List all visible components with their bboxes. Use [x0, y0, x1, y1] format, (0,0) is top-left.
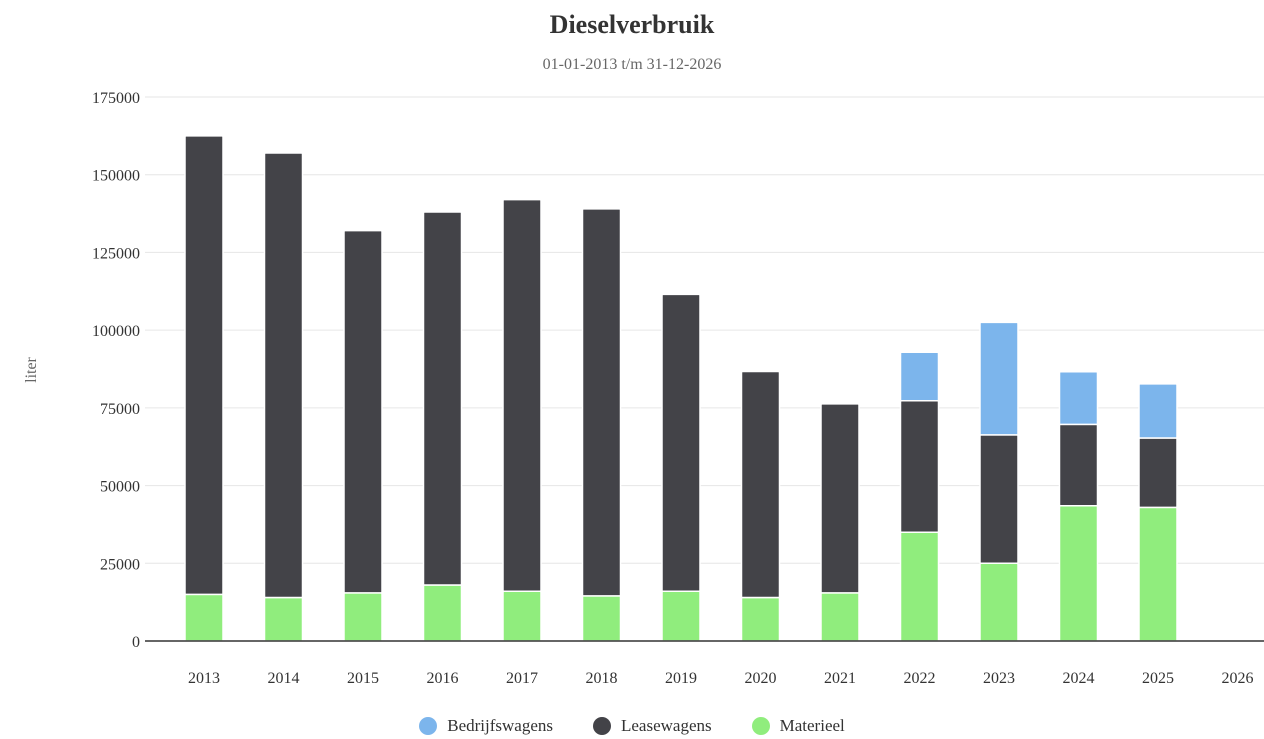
bar-leasewagens-2014[interactable] [263, 152, 304, 599]
x-tick-label: 2024 [1063, 670, 1095, 687]
x-tick-label: 2026 [1222, 670, 1254, 687]
chart-subtitle: 01-01-2013 t/m 31-12-2026 [542, 56, 722, 73]
chart-title: Dieselverbruik [549, 10, 715, 39]
x-axis-ticks: 2013 2014 2015 2016 2017 2018 2019 2020 2021 2022… [188, 670, 1254, 687]
y-axis-ticks: 0 25000 50000 75000 100000 125000 150000 175000 [92, 90, 140, 651]
legend-item-bedrijfswagens[interactable]: Bedrijfswagens [419, 716, 553, 736]
bar-bedrijfswagens-2025[interactable] [1138, 383, 1178, 439]
y-axis-label: liter [23, 356, 40, 382]
bar-materieel-2014[interactable] [263, 596, 304, 642]
legend-label: Materieel [779, 716, 845, 735]
bar-materieel-2018[interactable] [581, 595, 622, 642]
x-tick-label: 2014 [268, 670, 300, 687]
bar-leasewagens-2013[interactable] [184, 135, 224, 596]
x-tick-label: 2025 [1142, 670, 1174, 687]
bar-materieel-2022[interactable] [899, 531, 940, 642]
bar-bedrijfswagens-2024[interactable] [1058, 371, 1099, 426]
y-tick-label: 0 [132, 634, 140, 651]
legend-label: Bedrijfswagens [447, 716, 553, 735]
legend-label: Leasewagens [621, 716, 712, 735]
bar-leasewagens-2022[interactable] [899, 399, 940, 533]
bar-materieel-2016[interactable] [422, 584, 463, 642]
x-tick-label: 2021 [824, 670, 856, 687]
y-tick-label: 175000 [92, 90, 140, 107]
bar-materieel-2015[interactable] [343, 592, 383, 642]
bar-leasewagens-2017[interactable] [502, 198, 542, 593]
bar-leasewagens-2018[interactable] [581, 208, 622, 597]
bar-materieel-2021[interactable] [820, 592, 860, 642]
bar-materieel-2024[interactable] [1058, 505, 1099, 642]
bar-leasewagens-2025[interactable] [1138, 437, 1178, 509]
x-tick-label: 2018 [586, 670, 618, 687]
legend-marker-icon [419, 717, 438, 735]
bar-leasewagens-2021[interactable] [820, 403, 860, 594]
x-tick-label: 2015 [347, 670, 379, 687]
x-tick-label: 2020 [745, 670, 777, 687]
bar-materieel-2017[interactable] [502, 590, 542, 642]
x-tick-label: 2023 [983, 670, 1015, 687]
legend-marker-icon [593, 717, 611, 735]
bar-materieel-2025[interactable] [1138, 506, 1178, 642]
bar-bedrijfswagens-2022[interactable] [899, 351, 940, 402]
y-tick-label: 25000 [100, 556, 140, 573]
bar-leasewagens-2016[interactable] [422, 211, 463, 586]
y-tick-label: 125000 [92, 245, 140, 262]
legend-marker-icon [751, 717, 770, 735]
legend-item-leasewagens[interactable]: Leasewagens [593, 716, 712, 736]
x-tick-label: 2019 [665, 670, 697, 687]
bar-leasewagens-2019[interactable] [661, 293, 701, 593]
y-tick-label: 100000 [92, 323, 140, 340]
x-tick-label: 2017 [506, 670, 538, 687]
bar-series [184, 135, 1178, 642]
y-tick-label: 75000 [100, 401, 140, 418]
x-tick-label: 2022 [904, 670, 936, 687]
bar-materieel-2019[interactable] [661, 590, 701, 642]
bar-materieel-2013[interactable] [184, 593, 224, 642]
y-tick-label: 150000 [92, 168, 140, 185]
bar-leasewagens-2020[interactable] [740, 370, 781, 599]
legend-item-materieel[interactable]: Materieel [751, 716, 845, 736]
bar-bedrijfswagens-2023[interactable] [979, 321, 1019, 436]
bar-leasewagens-2015[interactable] [343, 229, 383, 594]
x-tick-label: 2013 [188, 670, 220, 687]
bar-leasewagens-2024[interactable] [1058, 423, 1099, 507]
bar-materieel-2020[interactable] [740, 596, 781, 642]
y-tick-label: 50000 [100, 479, 140, 496]
bar-materieel-2023[interactable] [979, 562, 1019, 642]
x-tick-label: 2016 [427, 670, 459, 687]
legend: Bedrijfswagens Leasewagens Materieel [0, 716, 1264, 736]
bar-leasewagens-2023[interactable] [979, 434, 1019, 565]
